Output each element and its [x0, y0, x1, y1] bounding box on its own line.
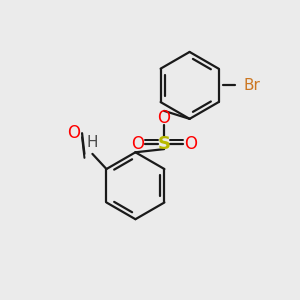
Text: O: O [131, 134, 144, 152]
Text: O: O [68, 124, 81, 142]
Text: O: O [158, 109, 171, 127]
Text: S: S [158, 134, 171, 152]
Text: H: H [87, 135, 98, 150]
Text: O: O [184, 134, 197, 152]
Text: Br: Br [244, 78, 261, 93]
